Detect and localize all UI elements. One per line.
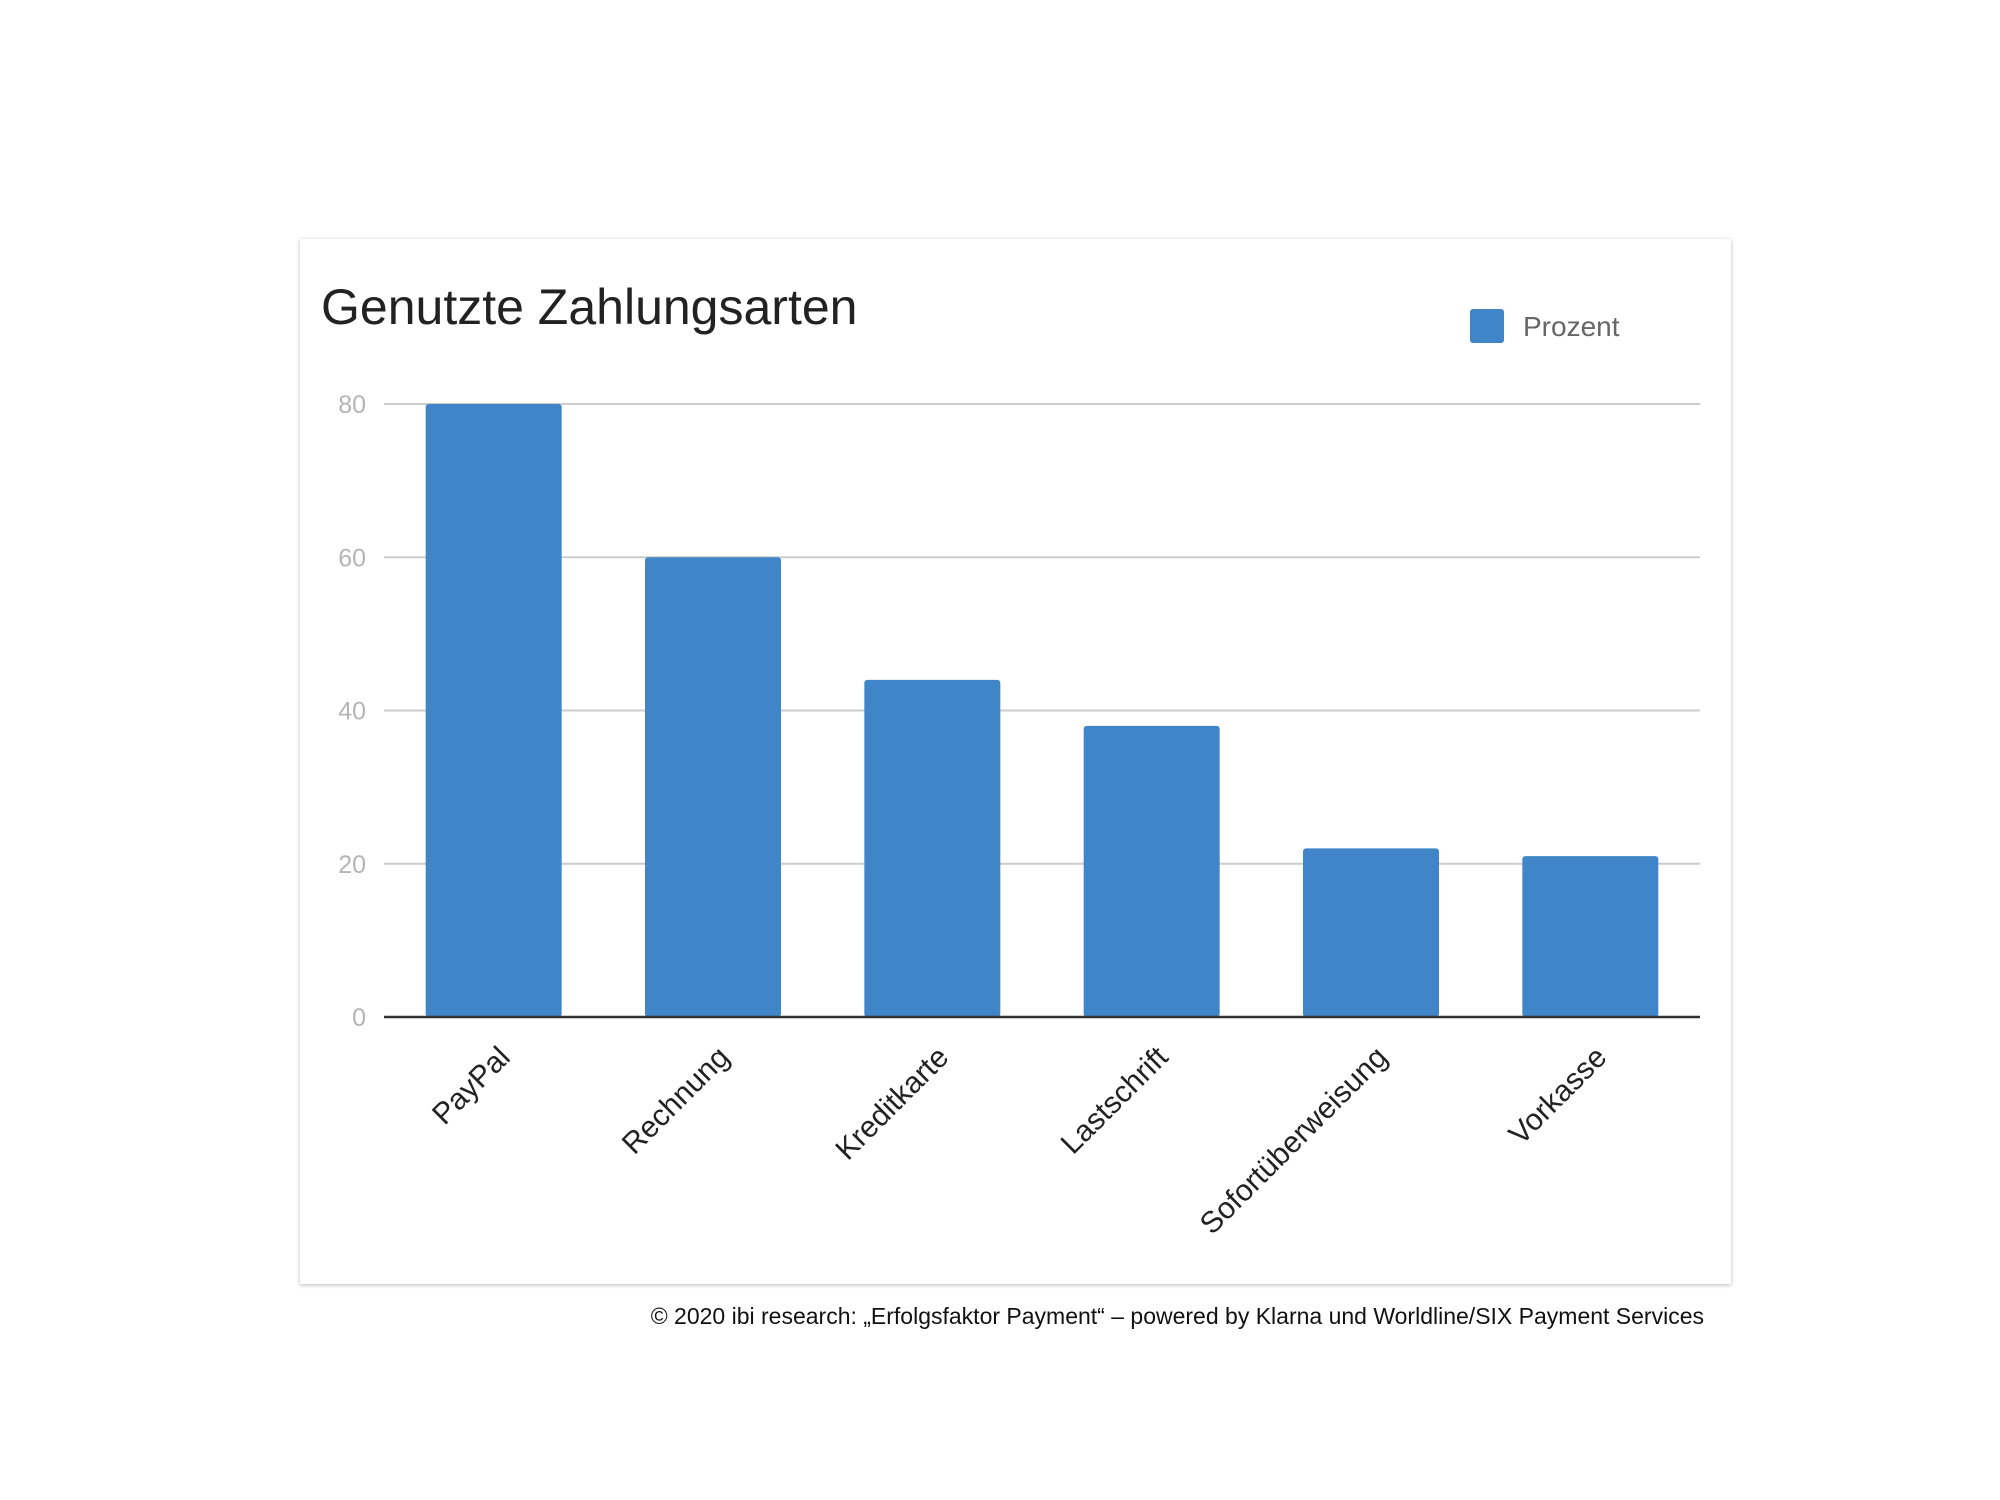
x-tick-label: PayPal [426, 1041, 517, 1132]
chart-title: Genutzte Zahlungsarten [321, 279, 857, 335]
x-tick-label: Kreditkarte [829, 1041, 955, 1167]
legend-label: Prozent [1523, 311, 1620, 342]
bar-vorkasse [1522, 856, 1659, 1017]
y-tick-label: 0 [352, 1004, 366, 1032]
x-tick-label: Sofortüberweisung [1194, 1041, 1394, 1241]
y-tick-label: 80 [338, 391, 366, 419]
bar-rechnung [645, 557, 781, 1017]
bars [425, 404, 1659, 1017]
gridlines [384, 403, 1700, 865]
bar-chart: Genutzte Zahlungsarten Prozent 0 20 40 60 80… [321, 279, 1700, 1241]
chart-card: Genutzte Zahlungsarten Prozent 0 20 40 60 80… [300, 239, 1731, 1284]
source-credit: © 2020 ibi research: „Erfolgsfaktor Paym… [650, 1303, 1704, 1329]
y-tick-label: 60 [338, 544, 366, 572]
y-tick-label: 20 [338, 851, 366, 879]
y-tick-label: 40 [338, 698, 366, 726]
bar-paypal [425, 404, 562, 1017]
x-axis-labels: PayPal Rechnung Kreditkarte Lastschrift Sofo… [426, 1040, 1613, 1241]
bar-kreditkarte [864, 679, 1001, 1017]
x-tick-label: Vorkasse [1503, 1041, 1614, 1152]
bar-sofortüberweisung [1303, 848, 1439, 1017]
x-tick-label: Lastschrift [1055, 1040, 1175, 1160]
x-tick-label: Rechnung [616, 1041, 736, 1161]
y-axis-ticks: 0 20 40 60 80 [338, 391, 366, 1032]
bar-lastschrift [1083, 725, 1220, 1017]
legend-swatch [1470, 309, 1504, 343]
